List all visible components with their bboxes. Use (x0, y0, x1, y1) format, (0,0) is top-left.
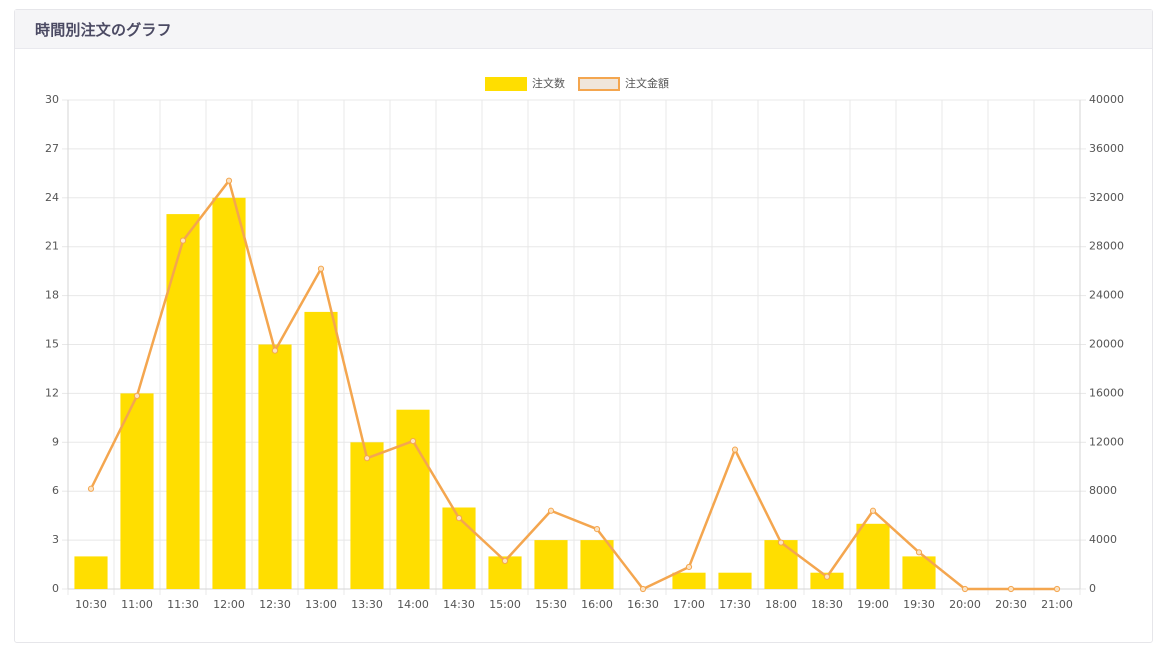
y-right-tick-label: 28000 (1089, 240, 1124, 253)
x-tick-label: 20:00 (949, 598, 981, 611)
line-point-order-amount (225, 177, 233, 184)
y-left-tick-label: 6 (52, 484, 59, 497)
bar-order-count (764, 540, 798, 589)
y-right-tick-label: 12000 (1089, 435, 1124, 448)
line-point-order-amount (1053, 585, 1061, 593)
line-point-order-amount (501, 557, 509, 564)
y-left-tick-label: 3 (52, 533, 59, 546)
bar-order-count (580, 540, 614, 589)
line-point-order-amount (547, 507, 555, 514)
line-point-order-amount (1007, 585, 1015, 593)
x-tick-label: 11:00 (121, 598, 153, 611)
bar-order-count (120, 393, 154, 589)
x-tick-label: 17:00 (673, 598, 705, 611)
line-point-order-amount (363, 455, 371, 462)
x-tick-label: 18:30 (811, 598, 843, 611)
y-left-tick-label: 21 (45, 240, 59, 253)
y-left-tick-label: 27 (45, 142, 59, 155)
bar-order-count (74, 556, 108, 589)
y-left-tick-label: 18 (45, 289, 59, 302)
line-point-order-amount (593, 525, 601, 533)
y-left-tick-label: 9 (52, 435, 59, 448)
x-tick-label: 20:30 (995, 598, 1027, 611)
card-title: 時間別注文のグラフ (35, 20, 172, 39)
y-right-tick-label: 36000 (1089, 142, 1124, 155)
y-right-tick-label: 24000 (1089, 289, 1124, 302)
bar-order-count (304, 311, 338, 589)
line-point-order-amount (685, 563, 693, 571)
y-right-tick-label: 20000 (1089, 338, 1124, 351)
x-tick-label: 14:00 (397, 598, 429, 611)
line-point-order-amount (409, 437, 417, 445)
bar-order-count (810, 572, 844, 589)
line-point-order-amount (455, 514, 463, 522)
line-point-order-amount (317, 265, 325, 272)
y-right-tick-label: 32000 (1089, 191, 1124, 204)
line-point-order-amount (639, 585, 647, 593)
y-left-tick-label: 12 (45, 386, 59, 399)
x-tick-label: 14:30 (443, 598, 475, 611)
line-order-amount (89, 179, 1057, 591)
line-point-order-amount (777, 539, 785, 546)
y-left-tick-label: 15 (45, 338, 59, 351)
x-tick-label: 15:30 (535, 598, 567, 611)
y-left-tick-label: 0 (52, 582, 59, 595)
bar-order-count (856, 523, 890, 589)
legend-label: 注文金額 (625, 76, 669, 90)
y-right-tick-label: 8000 (1089, 484, 1117, 497)
card-header: 時間別注文のグラフ (15, 10, 1152, 49)
bar-order-count (718, 572, 752, 589)
bar-order-count (534, 540, 568, 589)
x-tick-label: 10:30 (75, 598, 107, 611)
line-point-order-amount (869, 507, 877, 514)
x-tick-label: 12:30 (259, 598, 291, 611)
line-point-order-amount (179, 237, 187, 244)
y-right-tick-label: 16000 (1089, 386, 1124, 399)
bar-order-count (166, 214, 200, 589)
bar-order-count (350, 442, 384, 589)
x-tick-label: 18:00 (765, 598, 797, 611)
line-point-order-amount (271, 347, 279, 354)
line-point-order-amount (915, 549, 923, 556)
x-tick-label: 12:00 (213, 598, 245, 611)
x-tick-label: 16:30 (627, 598, 659, 611)
line-point-order-amount (133, 392, 141, 399)
line-point-order-amount (87, 485, 95, 492)
line-point-order-amount (961, 585, 969, 593)
bar-order-count (672, 572, 706, 589)
bar-order-count (258, 344, 292, 589)
x-tick-label: 13:30 (351, 598, 383, 611)
y-left-tick-label: 24 (45, 191, 59, 204)
line-point-order-amount (731, 446, 739, 453)
x-tick-label: 11:30 (167, 598, 199, 611)
bar-order-count (212, 197, 246, 590)
x-tick-label: 19:00 (857, 598, 889, 611)
chart-card: 時間別注文のグラフ (14, 9, 1153, 643)
y-right-tick-label: 40000 (1089, 93, 1124, 106)
x-tick-label: 17:30 (719, 598, 751, 611)
legend-swatch-bar (485, 77, 527, 91)
legend-label: 注文数 (532, 76, 565, 90)
x-tick-label: 13:00 (305, 598, 337, 611)
line-point-order-amount (823, 573, 831, 580)
x-tick-label: 15:00 (489, 598, 521, 611)
bar-order-count (396, 409, 430, 589)
x-tick-label: 16:00 (581, 598, 613, 611)
y-right-tick-label: 4000 (1089, 533, 1117, 546)
y-right-tick-label: 0 (1089, 582, 1096, 595)
x-tick-label: 19:30 (903, 598, 935, 611)
y-left-tick-label: 30 (45, 93, 59, 106)
legend-swatch-line (578, 77, 620, 91)
x-tick-label: 21:00 (1041, 598, 1073, 611)
